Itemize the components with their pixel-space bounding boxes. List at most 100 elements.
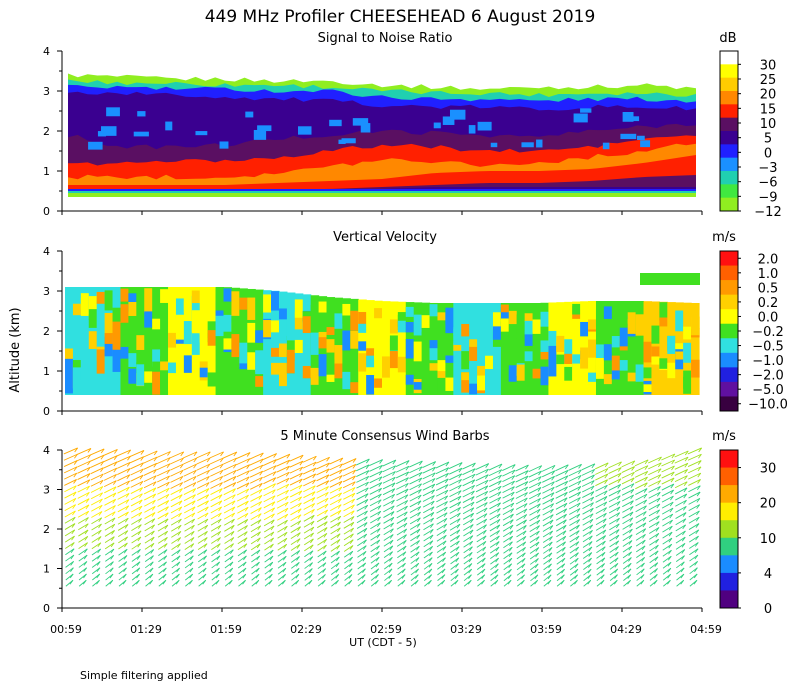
wind-barb — [516, 541, 526, 549]
y-tick-label: 3 — [43, 285, 50, 298]
wind-barb-flag — [694, 542, 699, 547]
wind-barb-flag — [443, 529, 447, 534]
wind-barb — [90, 479, 104, 487]
wind-barb — [90, 492, 103, 500]
wind-barb-flag — [124, 524, 129, 529]
wind-barb-flag — [204, 531, 208, 536]
wind-barb — [316, 474, 330, 482]
wind-barb — [448, 462, 463, 469]
wind-barb-flag — [404, 500, 409, 505]
wind-barb — [503, 535, 513, 543]
wind-barb — [648, 462, 662, 470]
vv-column — [382, 301, 391, 395]
vv-cell — [191, 290, 201, 304]
wind-barb — [264, 531, 275, 539]
wind-barb — [117, 530, 129, 538]
wind-barb-flag — [322, 574, 326, 579]
colorbar-swatch — [720, 572, 738, 591]
wind-barb-flag — [455, 563, 459, 568]
wind-barb — [77, 466, 91, 474]
wind-barb — [64, 523, 76, 530]
wind-barb-flag — [191, 518, 195, 524]
wind-barb-flag — [309, 562, 313, 567]
wind-barb — [529, 519, 541, 527]
wind-barb-flag — [587, 568, 592, 574]
wind-barb — [529, 497, 541, 505]
wind-barb-flag — [524, 475, 529, 481]
wind-barb-flag — [230, 549, 234, 555]
wind-barb — [422, 466, 436, 474]
wind-barb-flag — [162, 573, 167, 579]
vv-cell — [580, 347, 589, 369]
wind-barb — [662, 543, 672, 551]
wind-barb-flag — [87, 460, 91, 466]
wind-barb-flag — [654, 550, 659, 556]
colorbar-label: 0 — [764, 146, 772, 161]
wind-barb-flag — [684, 450, 689, 456]
colorbar-swatch — [720, 396, 738, 412]
wind-barb — [277, 531, 288, 539]
wind-barb-flag — [229, 573, 233, 579]
wind-barb-flag — [202, 567, 207, 573]
vv-cell — [524, 351, 534, 362]
wind-barb — [356, 464, 370, 472]
snr-patch — [477, 121, 492, 131]
wind-barb-flag — [417, 517, 421, 523]
wind-barb — [596, 563, 605, 570]
wind-barb — [436, 495, 448, 503]
wind-barb — [596, 551, 606, 559]
wind-barb-flag — [469, 546, 473, 552]
wind-barb-flag — [140, 456, 145, 461]
wind-barb-flag — [615, 523, 620, 529]
wind-barb-flag — [233, 463, 237, 469]
wind-barb — [396, 511, 408, 519]
wind-barb-flag — [218, 506, 222, 512]
wind-barb-flag — [124, 517, 129, 523]
vv-cell — [603, 374, 613, 385]
wind-barb-flag — [191, 512, 196, 518]
wind-barb — [595, 473, 608, 481]
snr-units-label: dB — [719, 31, 736, 46]
wind-barb — [183, 494, 196, 502]
wind-barb-flag — [176, 567, 180, 573]
wind-barb-flag — [378, 470, 383, 476]
wind-barb — [356, 516, 368, 524]
wind-barb-flag — [443, 512, 448, 517]
vv-cell — [65, 348, 74, 359]
wind-barb-flag — [257, 519, 262, 524]
wind-barb-flag — [138, 512, 143, 517]
vv-cell — [389, 319, 399, 334]
wind-barb-flag — [165, 494, 170, 499]
wind-barb — [463, 552, 473, 559]
wind-barb-flag — [548, 541, 553, 547]
wind-barb-flag — [418, 483, 422, 489]
wind-barb — [236, 458, 251, 466]
wind-barb-flag — [112, 505, 116, 510]
wind-barb-flag — [455, 568, 459, 574]
wind-barb-flag — [656, 503, 661, 509]
vv-cell — [152, 318, 161, 330]
wind-barb-flag — [428, 574, 432, 579]
wind-barb-flag — [445, 473, 449, 478]
vv-cell — [247, 322, 256, 343]
wind-barb-flag — [417, 500, 422, 506]
wind-barb-flag — [471, 479, 476, 485]
wind-barb — [555, 464, 569, 472]
wind-barb-flag — [322, 550, 327, 556]
wind-barb-flag — [521, 563, 526, 569]
wind-barb — [675, 499, 687, 507]
vv-cell — [461, 323, 470, 337]
wind-barb-flag — [70, 567, 74, 572]
wind-barb — [436, 523, 447, 531]
wind-barb — [395, 471, 409, 479]
wind-barb-flag — [311, 497, 316, 502]
wind-barb-flag — [73, 479, 77, 484]
wind-barb-flag — [376, 534, 381, 539]
wind-barb — [91, 523, 102, 531]
wind-barb — [449, 484, 462, 492]
wind-barb-flag — [590, 502, 594, 507]
wind-barb-flag — [442, 540, 447, 546]
wind-barb-flag — [192, 488, 197, 493]
vv-cell — [469, 363, 478, 385]
wind-barb-flag — [681, 549, 686, 554]
